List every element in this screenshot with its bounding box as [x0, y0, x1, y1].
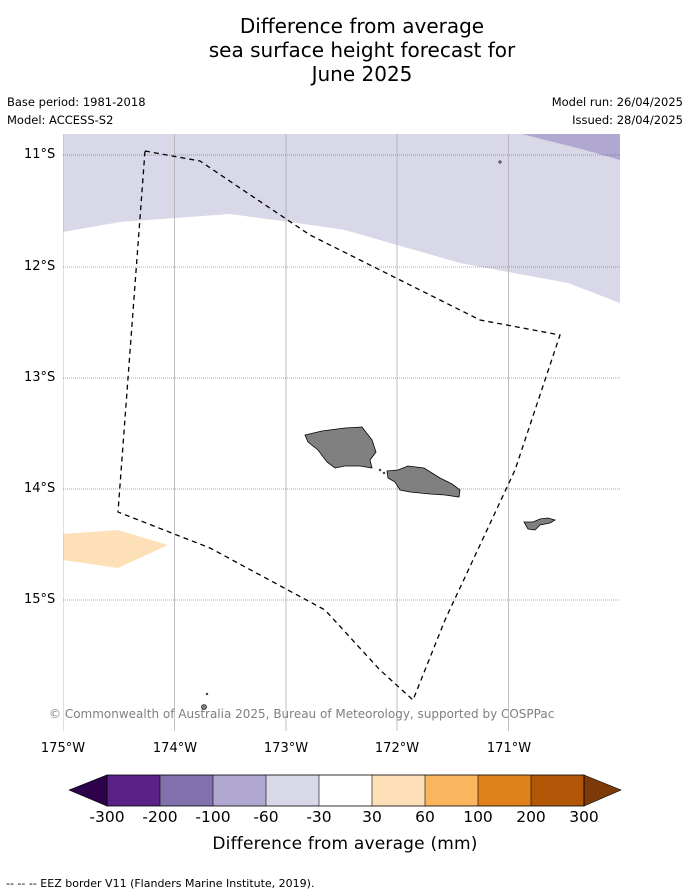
- model-run: Model run: 26/04/2025: [551, 95, 683, 109]
- lat-label-13s: 13°S: [24, 370, 56, 385]
- title-line-2: sea surface height forecast for: [208, 38, 516, 62]
- small-islet-manono: [378, 468, 382, 472]
- lon-label-175w: 175°W: [40, 741, 86, 756]
- colorbar-bin-8: [478, 775, 531, 806]
- anomaly-region-minus60: [522, 134, 620, 160]
- colorbar-tick: -60: [253, 808, 279, 826]
- colorbar-dividers: [159, 775, 532, 806]
- lon-label-174w: 174°W: [152, 741, 198, 756]
- colorbar-bin-4: [266, 775, 319, 806]
- lat-label-11s: 11°S: [24, 147, 56, 162]
- latitude-gridlines: [63, 154, 620, 601]
- colorbar-tick: -300: [89, 808, 125, 826]
- upolu-island: [386, 465, 461, 498]
- title-line-1: Difference from average: [239, 14, 485, 38]
- lon-label-171w: 171°W: [486, 741, 532, 756]
- colorbar-bin-5: [319, 775, 372, 806]
- anomaly-region-plus30: [63, 530, 168, 568]
- issued-date: Issued: 28/04/2025: [572, 113, 683, 127]
- lat-label-12s: 12°S: [24, 259, 56, 274]
- small-islet-apolima: [382, 471, 386, 475]
- colorbar-tick: -200: [142, 808, 178, 826]
- colorbar-outline: [106, 774, 585, 807]
- colorbar-label: Difference from average (mm): [212, 834, 478, 854]
- colorbar-bin-7: [425, 775, 478, 806]
- lat-label-14s: 14°S: [24, 481, 56, 496]
- model-name: Model: ACCESS-S2: [7, 113, 114, 127]
- colorbar-bin-1: [107, 775, 160, 806]
- lon-label-173w: 173°W: [263, 741, 309, 756]
- small-islet-south-2: [205, 692, 209, 696]
- eez-footnote: -- -- -- EEZ border V11 (Flanders Marine…: [6, 877, 315, 890]
- colorbar: [68, 774, 622, 807]
- colorbar-tick: 30: [362, 808, 382, 826]
- colorbar-tick: -100: [195, 808, 231, 826]
- title-line-3: June 2025: [311, 62, 413, 86]
- colorbar-bin-6: [372, 775, 425, 806]
- colorbar-tick: -30: [306, 808, 332, 826]
- colorbar-high-extend: [583, 774, 622, 807]
- lon-label-172w: 172°W: [374, 741, 420, 756]
- anomaly-region-minus30: [63, 134, 620, 303]
- colorbar-bin-2: [160, 775, 213, 806]
- map-plot-area: [63, 134, 620, 731]
- colorbar-tick: 300: [569, 808, 599, 826]
- tutuila-island: [523, 517, 556, 531]
- small-islet-north: [498, 160, 502, 164]
- longitude-gridlines: [63, 134, 509, 731]
- savaii-island: [304, 426, 377, 469]
- base-period: Base period: 1981-2018: [7, 95, 146, 109]
- colorbar-bin-3: [213, 775, 266, 806]
- small-islet-south: [201, 704, 207, 710]
- map-title: Difference from average sea surface heig…: [0, 14, 690, 86]
- colorbar-tick: 100: [463, 808, 493, 826]
- lat-label-15s: 15°S: [24, 592, 56, 607]
- colorbar-tick: 60: [415, 808, 435, 826]
- colorbar-bin-9: [531, 775, 584, 806]
- colorbar-tick: 200: [516, 808, 546, 826]
- copyright-notice: © Commonwealth of Australia 2025, Bureau…: [49, 707, 555, 721]
- colorbar-low-extend: [68, 774, 108, 807]
